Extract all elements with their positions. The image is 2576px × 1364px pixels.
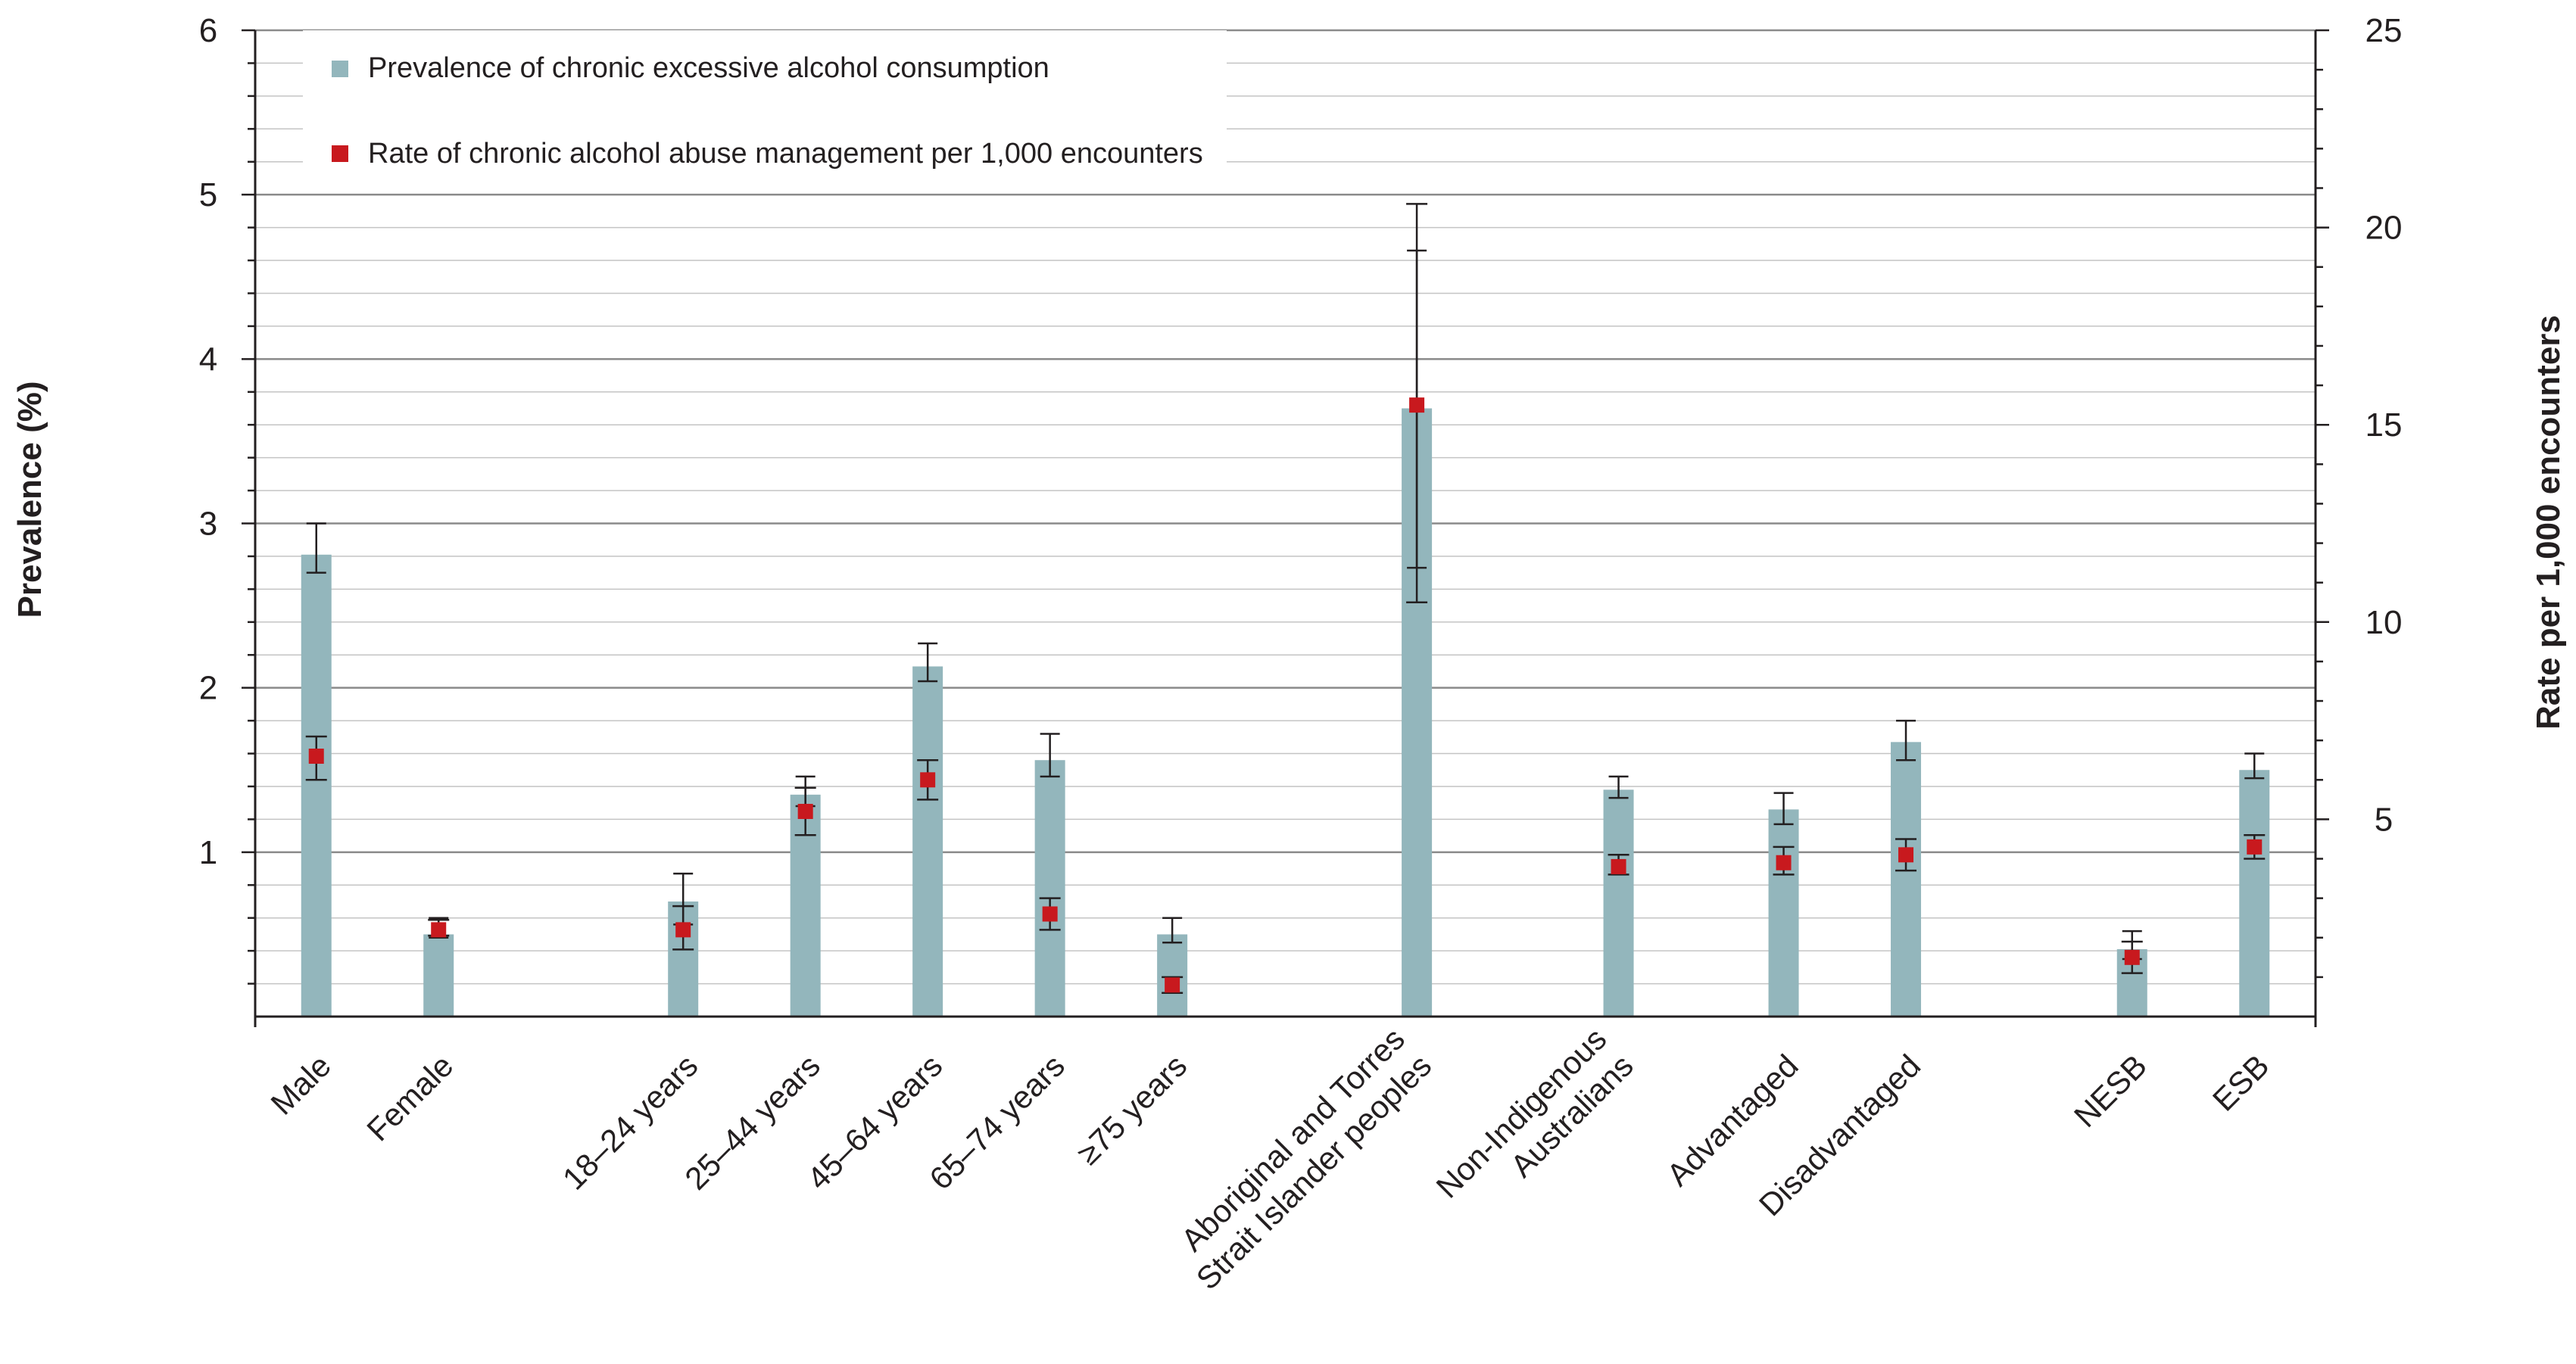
legend-label-rate: Rate of chronic alcohol abuse management… <box>368 138 1203 170</box>
axes <box>254 30 2317 1027</box>
data-point <box>2124 949 2140 965</box>
data-point <box>920 772 936 788</box>
category-label-line: Aboriginal and Torres <box>1174 1021 1411 1258</box>
legend-label-prevalence: Prevalence of chronic excessive alcohol … <box>368 52 1049 84</box>
y-tick-label-right: 5 <box>2375 801 2393 838</box>
data-point <box>1042 906 1058 922</box>
bar <box>301 554 332 1017</box>
y-tick-label-left: 5 <box>199 176 217 213</box>
y-tick-label-left: 4 <box>199 341 217 378</box>
y-tick-label-right: 25 <box>2365 12 2403 49</box>
y-tick-label-left: 1 <box>199 834 217 871</box>
data-point <box>1776 855 1792 870</box>
data-point <box>1611 858 1626 874</box>
y-tick-label-left: 3 <box>199 506 217 543</box>
category-label: ≥75 years <box>1070 1048 1193 1171</box>
category-label: NESB <box>2067 1048 2153 1134</box>
y2-axis-title: Rate per 1,000 encounters <box>2530 315 2567 730</box>
tick-labels: 1 2 3 4 5 6 5 10 15 20 25 <box>199 12 2403 985</box>
y-tick-label-right: 20 <box>2365 210 2403 247</box>
legend-background <box>303 30 1227 182</box>
data-point <box>2247 839 2263 855</box>
point-series <box>305 203 2266 994</box>
data-point <box>308 749 324 765</box>
y-tick-label-left: 2 <box>199 670 217 707</box>
data-point <box>1898 847 1914 863</box>
category-label-line: ≥75 years <box>1070 1048 1193 1171</box>
legend: Prevalence of chronic excessive alcohol … <box>303 30 1227 182</box>
y-tick-label-right: 10 <box>2365 604 2403 641</box>
category-label-line: ESB <box>2206 1048 2276 1118</box>
data-point <box>431 922 447 938</box>
bar <box>1768 809 1799 1017</box>
data-point <box>675 922 691 938</box>
category-label-line: NESB <box>2067 1048 2153 1134</box>
gridlines <box>255 29 2316 985</box>
category-label-line: Female <box>360 1048 460 1148</box>
data-point <box>1165 977 1180 993</box>
data-point <box>1409 397 1425 413</box>
bar <box>1891 742 1922 1017</box>
bar <box>1157 934 1188 1017</box>
y-tick-label-left: 6 <box>199 12 217 49</box>
legend-swatch-prevalence <box>332 61 348 77</box>
y-tick-label-right: 15 <box>2365 406 2403 444</box>
bar-series <box>301 249 2270 1017</box>
category-label: ESB <box>2206 1048 2276 1118</box>
y-axis-title: Prevalence (%) <box>11 381 48 618</box>
category-label-line: Male <box>264 1048 338 1122</box>
legend-swatch-rate <box>332 145 348 162</box>
data-point <box>797 803 813 819</box>
category-label-line: Strait Islander peoples <box>1190 1048 1439 1297</box>
category-label: Male <box>264 1048 338 1122</box>
category-label: Female <box>360 1048 460 1148</box>
bar <box>1034 760 1065 1017</box>
bar <box>2239 770 2270 1017</box>
bar <box>912 666 943 1017</box>
bar <box>423 934 454 1017</box>
bar <box>1603 789 1634 1017</box>
